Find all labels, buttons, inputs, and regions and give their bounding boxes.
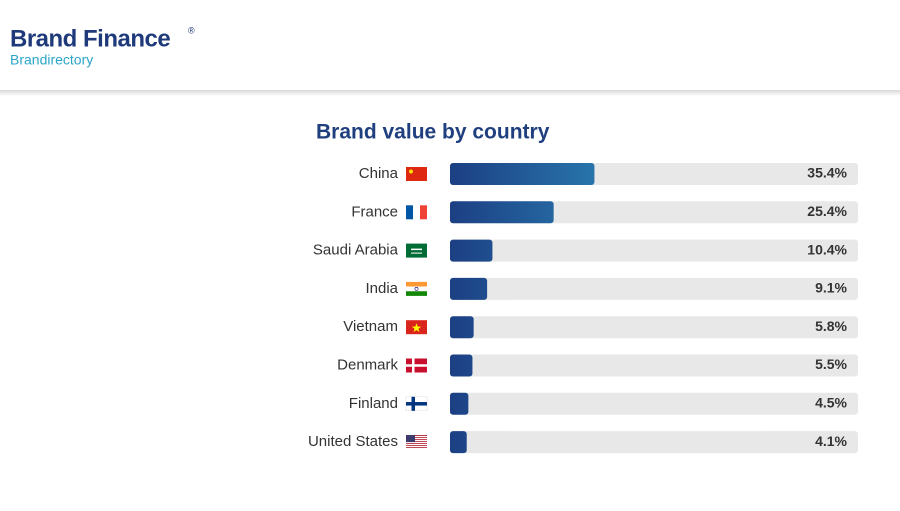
bar-track xyxy=(450,239,858,262)
category-label: Denmark xyxy=(337,356,398,373)
flag-icon xyxy=(406,205,427,220)
value-label: 9.1% xyxy=(815,280,847,296)
bar xyxy=(450,431,467,454)
flag xyxy=(406,440,427,442)
value-label: 4.5% xyxy=(815,395,847,411)
bar xyxy=(450,392,469,415)
flag xyxy=(406,448,427,450)
flag xyxy=(406,443,427,445)
category-label: Finland xyxy=(349,395,398,412)
flag xyxy=(414,286,419,291)
flag xyxy=(406,286,427,292)
flag xyxy=(411,252,422,254)
flag xyxy=(406,402,427,406)
bar xyxy=(450,316,474,339)
flag xyxy=(406,447,427,449)
flag-icon xyxy=(406,281,427,296)
flag xyxy=(413,205,420,220)
flag-icon xyxy=(405,396,428,412)
value-label: 25.4% xyxy=(807,203,847,219)
category-label: China xyxy=(359,165,399,182)
category-label: France xyxy=(351,203,398,220)
bar xyxy=(450,277,488,300)
bar-track xyxy=(450,354,858,377)
brand-name[interactable]: Brand Finance xyxy=(10,25,171,52)
chart-title: Brand value by country xyxy=(316,121,550,144)
bar-track xyxy=(450,431,858,454)
flag-icon xyxy=(406,320,427,335)
bar xyxy=(450,201,554,224)
flag xyxy=(406,441,427,443)
flag xyxy=(406,442,427,444)
value-label: 10.4% xyxy=(807,241,847,257)
value-label: 4.1% xyxy=(815,433,847,449)
flag-icon xyxy=(406,358,427,373)
flag xyxy=(406,438,427,440)
flag xyxy=(406,205,413,220)
bar-track xyxy=(450,316,858,339)
flag xyxy=(420,205,427,220)
flag xyxy=(406,243,427,258)
bar xyxy=(450,354,473,377)
bar xyxy=(450,163,595,185)
brand-subtitle[interactable]: Brandirectory xyxy=(10,52,93,68)
flag xyxy=(406,446,427,448)
flag xyxy=(411,323,422,332)
category-label: United States xyxy=(308,433,398,450)
flag xyxy=(406,436,427,438)
flag xyxy=(406,437,427,439)
category-label: India xyxy=(365,280,398,297)
flag xyxy=(406,439,427,441)
value-label: 5.5% xyxy=(815,356,847,372)
flag xyxy=(406,281,427,287)
bar xyxy=(450,239,493,262)
flag xyxy=(406,364,427,367)
bar-track xyxy=(450,392,858,415)
category-label: Saudi Arabia xyxy=(313,242,399,259)
registered-mark: ® xyxy=(188,25,195,35)
flag-icon xyxy=(406,167,427,181)
flag xyxy=(406,291,427,296)
flag xyxy=(411,248,422,251)
bar-track xyxy=(450,277,858,300)
flag xyxy=(406,445,427,447)
value-label: 35.4% xyxy=(807,165,847,181)
flag xyxy=(409,169,413,174)
flag-icon xyxy=(406,243,427,258)
value-label: 5.8% xyxy=(815,318,847,334)
flag-icon xyxy=(406,435,427,450)
flag xyxy=(406,167,427,181)
flag xyxy=(406,435,427,437)
flag xyxy=(406,444,427,446)
header-shadow xyxy=(0,90,900,96)
flag xyxy=(406,435,415,443)
category-label: Vietnam xyxy=(343,318,398,335)
